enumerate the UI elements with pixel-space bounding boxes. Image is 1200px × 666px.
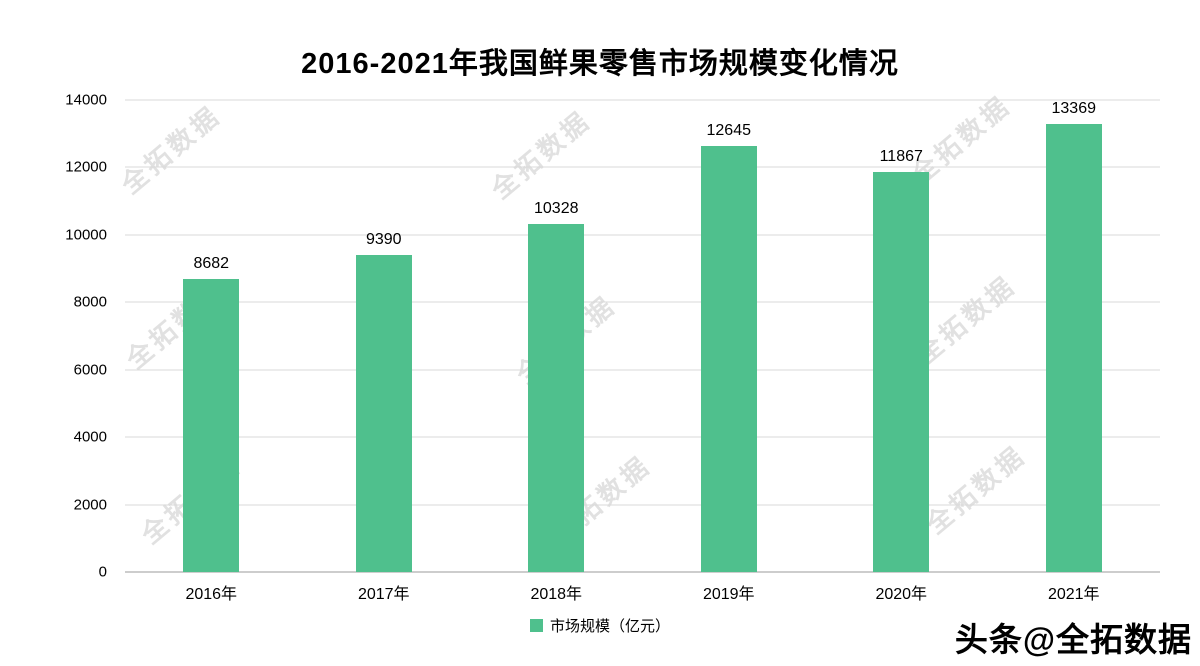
bar	[183, 279, 240, 572]
y-tick-label: 2000	[73, 496, 107, 514]
bars-layer: 8682 9390 10328 12645 11867 13369	[125, 100, 1160, 572]
gridline	[125, 166, 1160, 168]
legend-swatch	[529, 619, 543, 632]
bar-column: 9390	[298, 100, 471, 572]
gridline	[125, 436, 1160, 438]
bar	[700, 145, 757, 572]
bar-value-label: 11867	[879, 147, 923, 165]
gridline	[125, 234, 1160, 236]
bar-value-label: 12645	[706, 121, 752, 139]
gridline-layer	[125, 99, 1160, 573]
legend-label: 市场规模（亿元）	[549, 618, 670, 635]
gridline	[125, 571, 1160, 573]
plot-area: 8682 9390 10328 12645 11867 13369	[125, 99, 1160, 573]
y-tick-label: 8000	[73, 293, 107, 311]
y-axis: 0 2000 4000 6000 8000 10000 12000 14000	[0, 92, 115, 581]
gridline	[125, 301, 1160, 303]
y-tick-label: 4000	[73, 428, 107, 446]
bar-value-label: 13369	[1051, 100, 1097, 117]
bar-value-label: 10328	[534, 199, 579, 217]
bar-column: 8682	[125, 100, 298, 572]
y-tick-label: 12000	[65, 158, 107, 176]
bar	[1045, 124, 1102, 572]
y-tick-label: 6000	[73, 361, 107, 379]
gridline	[125, 504, 1160, 506]
x-axis: 2016年 2017年 2018年 2019年 2020年 2021年	[125, 580, 1160, 604]
y-tick-label: 10000	[65, 226, 107, 244]
bar-column: 10328	[470, 100, 643, 572]
x-tick-label: 2018年	[530, 586, 583, 603]
gridline	[125, 369, 1160, 371]
x-tick-label: 2021年	[1047, 586, 1100, 603]
legend: 市场规模（亿元）	[0, 615, 1200, 636]
gridline	[125, 99, 1160, 101]
bar	[355, 255, 412, 572]
chart-title: 2016-2021年我国鲜果零售市场规模变化情况	[301, 48, 899, 80]
bar-value-label: 9390	[365, 231, 402, 249]
bar-column: 11867	[815, 100, 988, 572]
bar-column: 12645	[643, 100, 816, 572]
bar	[873, 171, 930, 572]
bar-value-label: 8682	[193, 255, 230, 273]
x-tick-label: 2020年	[875, 586, 928, 603]
branding-text: 头条@全拓数据	[954, 621, 1192, 658]
bar	[528, 223, 585, 572]
bar-column: 13369	[988, 100, 1161, 572]
x-tick-label: 2019年	[702, 586, 755, 603]
y-tick-label: 0	[98, 563, 107, 581]
y-tick-label: 14000	[65, 91, 107, 109]
x-tick-label: 2016年	[185, 586, 238, 603]
x-tick-label: 2017年	[357, 586, 410, 603]
